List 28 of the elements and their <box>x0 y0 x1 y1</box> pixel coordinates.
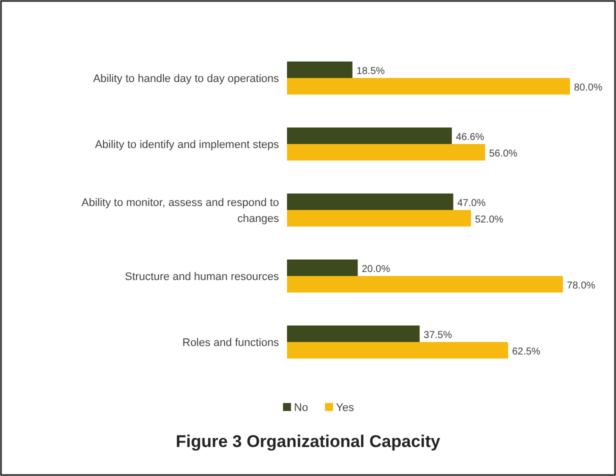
data-label: 56.0% <box>489 148 518 160</box>
bar <box>287 194 454 210</box>
bar <box>287 78 570 94</box>
bar <box>287 144 486 160</box>
y-tick-label: Ability to handle day to day operations <box>93 73 280 85</box>
legend-label: Yes <box>336 402 354 414</box>
bar <box>287 342 508 358</box>
text: Figure 3 Organizational Capacity <box>176 432 441 451</box>
data-label: 47.0% <box>457 198 486 209</box>
y-tick-label: Ability to monitor, assess and respond to changes <box>82 197 280 225</box>
data-label: 37.5% <box>424 330 452 341</box>
data-label: 52.0% <box>474 214 504 226</box>
data-label: 80.0% <box>574 82 602 94</box>
data-label: 20.0% <box>362 264 390 275</box>
data-label: 46.6% <box>456 132 484 143</box>
bar <box>287 62 352 78</box>
y-tick-label: Ability to identify and implement steps <box>94 139 280 151</box>
data-label: 78.0% <box>566 280 596 292</box>
y-tick-label: Structure and human resources <box>124 271 280 283</box>
bar <box>287 210 471 226</box>
legend-label: No <box>294 402 308 414</box>
y-tick-label: Roles and functions <box>182 337 280 349</box>
bar <box>287 326 420 342</box>
bar <box>287 276 563 292</box>
data-label: 18.5% <box>356 66 385 77</box>
bar <box>287 260 358 276</box>
data-label: 62.5% <box>512 346 541 358</box>
bar <box>287 128 452 144</box>
